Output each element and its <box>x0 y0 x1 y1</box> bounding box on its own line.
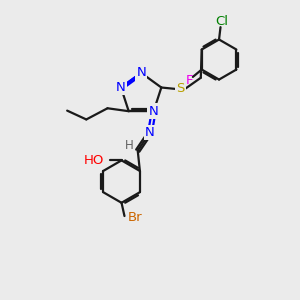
Text: N: N <box>149 105 158 118</box>
Text: F: F <box>186 74 193 87</box>
Text: H: H <box>125 139 134 152</box>
Text: N: N <box>145 126 155 139</box>
Text: HO: HO <box>83 154 104 167</box>
Text: S: S <box>177 82 185 95</box>
Text: N: N <box>116 81 126 94</box>
Text: N: N <box>136 66 146 80</box>
Text: Cl: Cl <box>215 15 229 28</box>
Text: Br: Br <box>128 211 142 224</box>
